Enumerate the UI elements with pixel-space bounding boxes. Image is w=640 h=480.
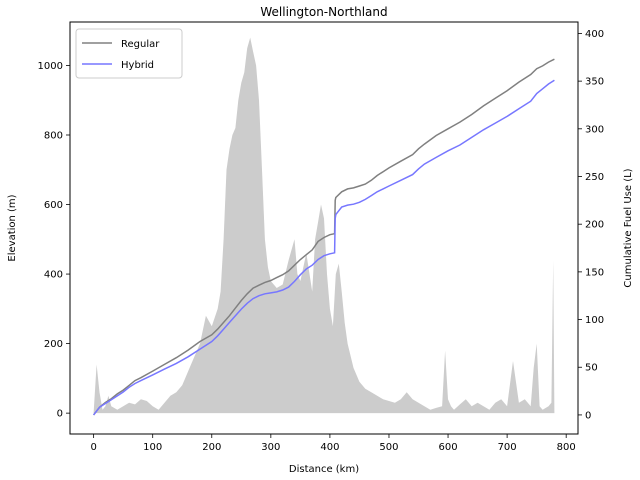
y2-axis-label: Cumulative Fuel Use (L)	[623, 168, 634, 287]
y-axis-label: Elevation (m)	[7, 194, 18, 261]
y-tick-label: 0	[57, 409, 63, 420]
y2-tick-label: 100	[585, 315, 604, 326]
y-tick-label: 400	[44, 270, 63, 281]
y2-tick-label: 150	[585, 267, 604, 278]
y2-tick-label: 200	[585, 220, 604, 231]
x-axis: 0 100 200 300 400 500 600 700 800	[90, 434, 576, 453]
x-tick-label: 700	[498, 442, 517, 453]
elevation-area-layer	[93, 37, 555, 414]
y-tick-label: 800	[44, 130, 63, 141]
y-tick-label: 600	[44, 200, 63, 211]
elevation-area	[93, 37, 555, 414]
series-line-regular	[93, 58, 555, 416]
series-line-hybrid	[93, 79, 555, 416]
y2-tick-label: 50	[585, 363, 598, 374]
plot-area	[93, 37, 555, 416]
x-tick-label: 800	[557, 442, 576, 453]
y2-tick-label: 400	[585, 29, 604, 40]
y2-tick-label: 300	[585, 124, 604, 135]
x-tick-label: 300	[261, 442, 280, 453]
y2-tick-label: 0	[585, 410, 591, 421]
y-axis-left: 0 200 400 600 800 1000	[38, 61, 70, 420]
legend-box	[75, 28, 183, 79]
y-tick-label: 1000	[38, 61, 63, 72]
legend: Regular Hybrid	[75, 28, 183, 79]
x-tick-label: 500	[379, 442, 398, 453]
legend-label-regular: Regular	[121, 39, 160, 50]
series-layer	[93, 58, 555, 416]
x-tick-label: 400	[320, 442, 339, 453]
x-tick-label: 600	[438, 442, 457, 453]
y2-tick-label: 250	[585, 172, 604, 183]
x-axis-label: Distance (km)	[289, 464, 359, 475]
x-tick-label: 100	[143, 442, 162, 453]
y2-tick-label: 350	[585, 77, 604, 88]
y-axis-right: 0 50 100 150 200 250 300 350 400	[578, 29, 604, 421]
x-tick-label: 0	[90, 442, 96, 453]
chart-title: Wellington-Northland	[260, 5, 387, 19]
y-tick-label: 200	[44, 339, 63, 350]
legend-label-hybrid: Hybrid	[121, 60, 154, 71]
axes-frame	[69, 21, 579, 435]
x-tick-label: 200	[202, 442, 221, 453]
